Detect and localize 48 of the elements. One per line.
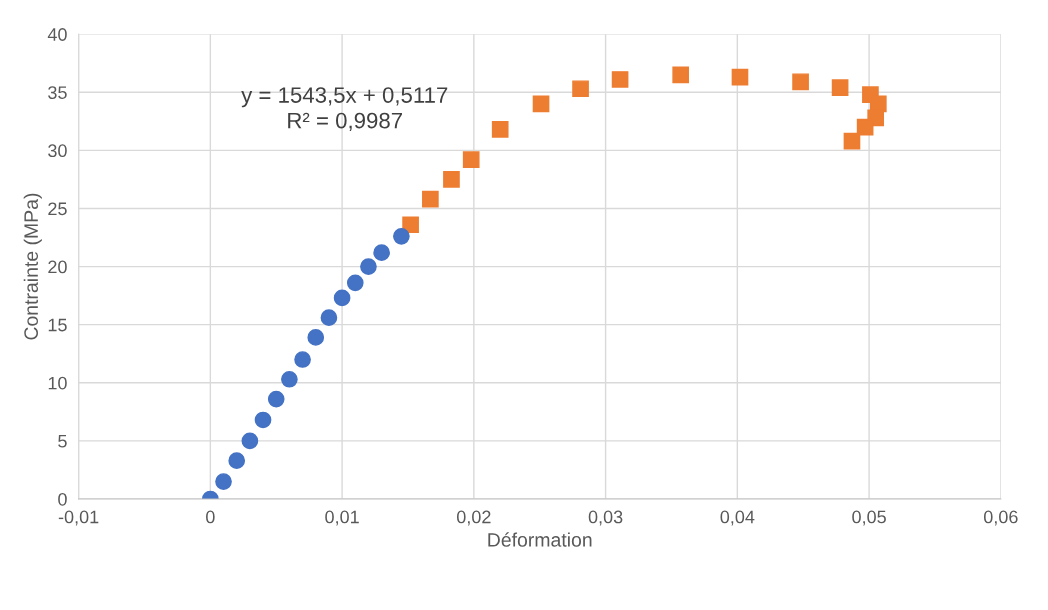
x-tick-label: 0,02	[456, 510, 491, 526]
annotation: y = 1543,5x + 0,5117 R² = 0,9987	[241, 87, 448, 132]
point	[228, 452, 246, 469]
point	[215, 473, 232, 490]
point	[393, 228, 410, 245]
point	[267, 390, 285, 408]
x-axis-title: Déformation	[488, 532, 592, 547]
point	[422, 190, 439, 208]
point	[402, 216, 419, 234]
point	[443, 171, 460, 188]
x-tick-label: 0,03	[588, 510, 623, 526]
x-tick-label: 0,05	[852, 510, 886, 526]
point	[346, 274, 364, 292]
x-tick-label: 0	[206, 510, 215, 524]
point	[360, 258, 377, 275]
y-tick-label: 20	[48, 260, 67, 274]
point	[491, 121, 509, 138]
point	[731, 68, 749, 86]
x-tick-label: -0,01	[58, 510, 99, 526]
point	[333, 289, 351, 307]
y-tick-label: 25	[48, 202, 67, 216]
y-tick-label: 40	[47, 28, 67, 41]
point	[462, 151, 480, 168]
point	[843, 132, 861, 150]
y-tick-label: 10	[48, 376, 67, 390]
point	[856, 118, 874, 136]
y-tick-label: 0	[58, 492, 67, 506]
point	[320, 309, 338, 327]
y-tick-label: 30	[48, 144, 67, 158]
point	[307, 329, 325, 346]
point	[241, 432, 259, 450]
y-tick-label: 35	[48, 86, 67, 99]
y-tick-label: 5	[58, 435, 67, 448]
point	[294, 351, 311, 368]
y-axis-title: Contrainte (MPa)	[23, 193, 42, 340]
point	[672, 66, 690, 84]
y-tick-label: 15	[48, 318, 67, 332]
point	[281, 370, 298, 388]
x-tick-label: 0,01	[325, 510, 359, 526]
point	[611, 71, 629, 88]
point	[254, 411, 272, 429]
x-tick-label: 0,06	[983, 510, 1018, 526]
x-tick-label: 0,04	[720, 510, 755, 526]
point	[373, 244, 390, 261]
point	[572, 80, 589, 98]
point	[532, 95, 550, 113]
point	[831, 79, 849, 96]
point	[792, 73, 809, 91]
